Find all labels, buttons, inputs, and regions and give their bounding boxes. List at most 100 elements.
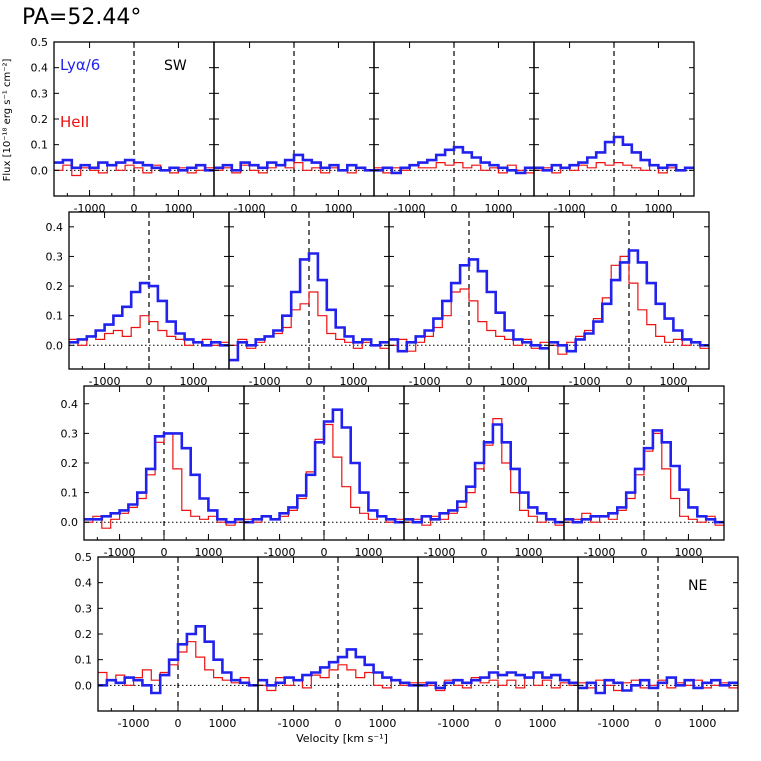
y-tick-label: 0.2 <box>61 457 79 470</box>
y-tick-label: 0.0 <box>75 679 93 692</box>
y-tick-label: 0.1 <box>75 654 93 667</box>
x-tick-label: 0 <box>495 717 502 730</box>
spectrum-panel: -1000 0 1000 <box>228 211 390 388</box>
lya-series <box>418 671 578 690</box>
y-tick-label: 0.0 <box>46 339 64 352</box>
y-tick-label: 0.3 <box>75 602 93 615</box>
y-tick-label: 0.4 <box>61 398 79 411</box>
lya-series <box>404 423 564 524</box>
x-tick-label: 1000 <box>179 375 207 388</box>
label-ne: NE <box>688 578 707 594</box>
y-tick-label: 0.3 <box>31 87 49 100</box>
x-tick-label: 1000 <box>514 546 542 559</box>
panel-row: 0.00.10.20.30.4-1000 0 1000 -1000 0 1000 -1000… <box>46 211 710 388</box>
label-sw: SW <box>164 58 187 74</box>
x-tick-label: 1000 <box>324 202 352 215</box>
x-tick-label: 0 <box>335 717 342 730</box>
x-tick-label: 1000 <box>674 546 702 559</box>
spectrum-panel: -1000 0 1000 <box>563 385 725 559</box>
x-tick-label: 1000 <box>208 717 236 730</box>
spectrum-panel: -1000 0 1000 <box>548 211 710 388</box>
spectrum-panel: -1000 0 1000 <box>577 556 739 730</box>
x-tick-label: 1000 <box>659 375 687 388</box>
lya-series <box>549 249 709 353</box>
lya-series <box>69 281 229 347</box>
y-axis-label: Flux [10⁻¹⁸ erg s⁻¹ cm⁻²] <box>2 59 13 182</box>
x-tick-label: -1000 <box>409 375 441 388</box>
spectrum-panel: -1000 0 1000 <box>83 385 245 559</box>
x-tick-label: -1000 <box>74 202 106 215</box>
x-tick-label: -1000 <box>554 202 586 215</box>
lya-series <box>229 252 389 362</box>
x-tick-label: -1000 <box>89 375 121 388</box>
y-tick-label: 0.2 <box>31 113 49 126</box>
x-tick-label: 0 <box>291 202 298 215</box>
x-tick-label: 1000 <box>339 375 367 388</box>
y-tick-label: 0.2 <box>46 280 64 293</box>
x-tick-label: -1000 <box>104 546 136 559</box>
x-tick-label: -1000 <box>264 546 296 559</box>
x-tick-label: 1000 <box>354 546 382 559</box>
x-tick-label: -1000 <box>569 375 601 388</box>
x-tick-label: -1000 <box>234 202 266 215</box>
x-tick-label: -1000 <box>278 717 310 730</box>
x-tick-label: 0 <box>611 202 618 215</box>
x-tick-label: 0 <box>626 375 633 388</box>
y-tick-label: 0.4 <box>31 62 49 75</box>
x-tick-label: 1000 <box>368 717 396 730</box>
y-tick-label: 0.0 <box>31 164 49 177</box>
x-tick-label: 1000 <box>484 202 512 215</box>
spectrum-panel: -1000 0 1000 <box>417 556 579 730</box>
spectrum-panel: -1000 0 1000 <box>257 556 419 730</box>
x-tick-label: -1000 <box>438 717 470 730</box>
y-tick-label: 0.4 <box>46 221 64 234</box>
x-tick-label: 0 <box>466 375 473 388</box>
x-tick-label: 0 <box>146 375 153 388</box>
spectrum-panel: -1000 0 1000 <box>68 211 230 388</box>
x-axis-label: Velocity [km s⁻¹] <box>296 732 388 745</box>
heii-series <box>389 288 549 352</box>
x-tick-label: 1000 <box>194 546 222 559</box>
page-title: PA=52.44° <box>22 5 142 30</box>
lya-series <box>214 153 374 172</box>
y-tick-label: 0.5 <box>75 551 93 564</box>
lya-series <box>54 158 214 172</box>
lya-series <box>578 676 738 695</box>
lya-series <box>564 429 724 524</box>
spectrum-panel: -1000 0 1000 <box>243 385 405 559</box>
lya-series <box>84 432 244 524</box>
lya-series <box>258 648 418 687</box>
lya-series <box>374 145 534 175</box>
y-tick-label: 0.1 <box>46 310 64 323</box>
lya-series <box>389 258 549 353</box>
y-tick-label: 0.4 <box>75 577 93 590</box>
y-tick-label: 0.3 <box>46 250 64 263</box>
x-tick-label: -1000 <box>584 546 616 559</box>
spectrum-panel: -1000 0 1000 <box>97 556 259 730</box>
x-tick-label: 0 <box>161 546 168 559</box>
y-tick-label: 0.1 <box>61 487 79 500</box>
y-tick-label: 0.1 <box>31 139 49 152</box>
panel-row: 0.00.10.20.30.4-1000 0 1000 -1000 0 1000 -1000… <box>61 385 725 559</box>
x-tick-label: 0 <box>481 546 488 559</box>
y-tick-label: 0.2 <box>75 628 93 641</box>
legend-lya: Lyα/6 <box>60 56 100 74</box>
x-tick-label: 0 <box>306 375 313 388</box>
x-tick-label: -1000 <box>394 202 426 215</box>
spectrum-panel: -1000 0 1000 <box>533 41 695 215</box>
x-tick-label: 0 <box>451 202 458 215</box>
legend-heii: HeII <box>60 113 89 131</box>
spectrum-panel: -1000 0 1000 <box>373 41 535 215</box>
x-tick-label: 0 <box>321 546 328 559</box>
y-tick-label: 0.3 <box>61 427 79 440</box>
x-tick-label: -1000 <box>118 717 150 730</box>
x-tick-label: -1000 <box>424 546 456 559</box>
spectrum-panel: -1000 0 1000 <box>388 211 550 388</box>
x-tick-label: 0 <box>175 717 182 730</box>
panel-row: 0.00.10.20.30.40.5-1000 0 1000 -1000 0 1000 -1… <box>31 36 695 215</box>
x-tick-label: 1000 <box>688 717 716 730</box>
x-tick-label: 1000 <box>528 717 556 730</box>
x-tick-label: 0 <box>655 717 662 730</box>
lya-series <box>98 625 258 695</box>
